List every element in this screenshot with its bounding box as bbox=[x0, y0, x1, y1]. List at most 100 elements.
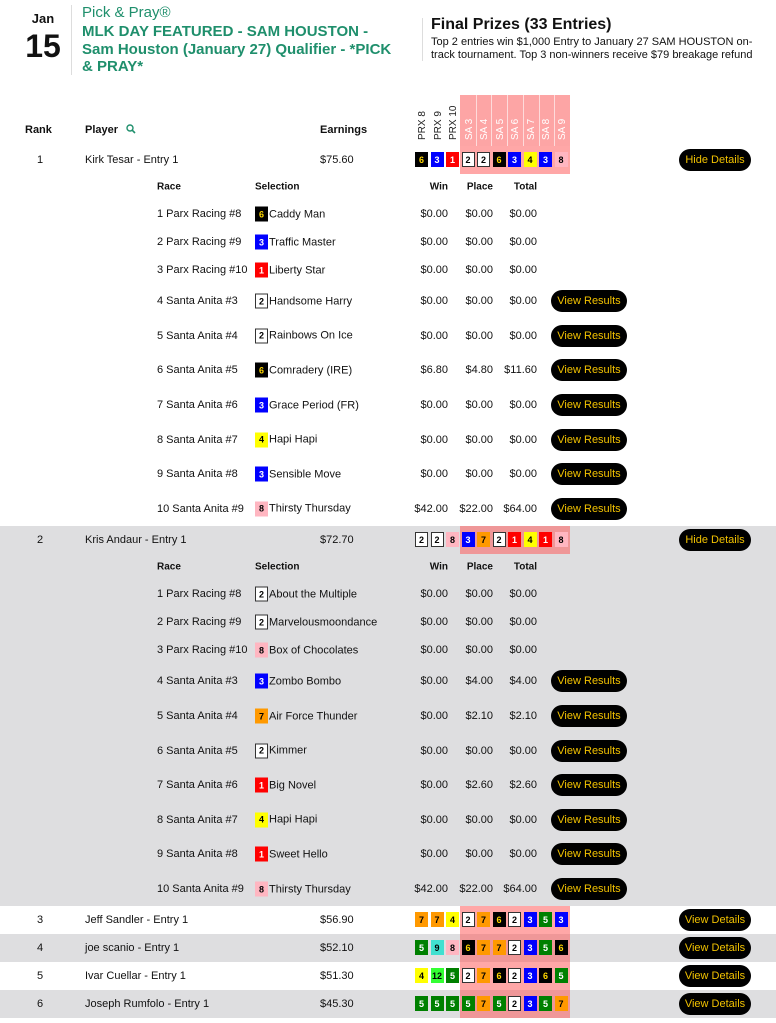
selection: 2 About the Multiple bbox=[255, 586, 358, 602]
saddle-number-badge: 2 bbox=[415, 532, 428, 548]
view-results-button[interactable]: View Results bbox=[551, 774, 627, 797]
player-name[interactable]: Joseph Rumfolo - Entry 1 bbox=[85, 998, 210, 1011]
race-name: 9 Santa Anita #8 bbox=[157, 848, 238, 861]
selection-column-header: Selection bbox=[255, 181, 300, 193]
entry-row[interactable]: 1 Kirk Tesar - Entry 1 $75.60 6 3 1 2 2 6 3 4 3 8 Hid… bbox=[0, 146, 776, 174]
player-name[interactable]: Kirk Tesar - Entry 1 bbox=[85, 154, 179, 166]
view-results-button[interactable]: View Results bbox=[551, 290, 627, 313]
view-results-button[interactable]: View Results bbox=[551, 739, 627, 762]
entry-row[interactable]: 3 Jeff Sandler - Entry 1 $56.90 7 7 4 2 7 6 2 3 5 3 V… bbox=[0, 906, 776, 935]
horse-name: Hapi Hapi bbox=[269, 433, 318, 446]
saddle-number-badge: 1 bbox=[255, 262, 268, 278]
saddle-number-badge: 2 bbox=[508, 940, 521, 956]
column-separator bbox=[491, 95, 493, 146]
saddle-number-badge: 3 bbox=[523, 912, 537, 928]
details-row: 4 Santa Anita #3 2 Handsome Harry $0.00 $0.0… bbox=[0, 284, 776, 319]
horse-name: Box of Chocolates bbox=[269, 644, 359, 657]
entry-row[interactable]: 5 Ivar Cuellar - Entry 1 $51.30 4 12 5 2 7 6 2 3 6 5… bbox=[0, 962, 776, 991]
player-name[interactable]: joe scanio - Entry 1 bbox=[85, 942, 180, 955]
place-amount: $0.00 bbox=[465, 399, 493, 412]
selection: 7 Air Force Thunder bbox=[255, 708, 357, 724]
view-details-button[interactable]: View Details bbox=[679, 909, 751, 932]
view-details-button[interactable]: View Details bbox=[679, 965, 751, 988]
entry-row[interactable]: 4 joe scanio - Entry 1 $52.10 5 9 8 6 7 7 2 3 5 6 Vie… bbox=[0, 934, 776, 963]
entry-row[interactable]: 6 Joseph Rumfolo - Entry 1 $45.30 5 5 5 5 7 5 2 3 5… bbox=[0, 990, 776, 1019]
column-separator bbox=[507, 95, 509, 146]
saddle-number-badge: 3 bbox=[523, 940, 537, 956]
race-name: 9 Santa Anita #8 bbox=[157, 468, 238, 481]
view-results-button[interactable]: View Results bbox=[551, 359, 627, 382]
race-column-label: SA 6 bbox=[510, 118, 521, 140]
rank: 2 bbox=[36, 534, 44, 547]
player-name[interactable]: Jeff Sandler - Entry 1 bbox=[85, 914, 189, 927]
details-row: 3 Parx Racing #10 8 Box of Chocolates $0.00… bbox=[0, 636, 776, 664]
total-amount: $0.00 bbox=[509, 264, 537, 276]
event-month: Jan bbox=[31, 11, 55, 26]
horse-name: Caddy Man bbox=[269, 208, 326, 220]
saddle-number-badge: 6 bbox=[255, 362, 268, 378]
race-name: 3 Parx Racing #10 bbox=[157, 644, 248, 657]
selection: 3 Traffic Master bbox=[255, 234, 336, 250]
win-amount: $0.00 bbox=[420, 710, 448, 723]
saddle-number-badge: 5 bbox=[461, 996, 475, 1012]
view-results-button[interactable]: View Results bbox=[551, 878, 627, 901]
saddle-number-badge: 7 bbox=[492, 940, 506, 956]
saddle-number-badge: 2 bbox=[255, 743, 268, 759]
view-results-button[interactable]: View Results bbox=[551, 497, 627, 520]
win-amount: $0.00 bbox=[420, 588, 448, 601]
win-amount: $0.00 bbox=[420, 468, 448, 481]
win-amount: $6.80 bbox=[420, 364, 448, 377]
details-row: 10 Santa Anita #9 8 Thirsty Thursday $42.00… bbox=[0, 492, 776, 527]
race-column-header: SA 5 bbox=[493, 100, 508, 140]
view-results-button[interactable]: View Results bbox=[551, 670, 627, 693]
details-row: 9 Santa Anita #8 1 Sweet Hello $0.00 $0.00 $0… bbox=[0, 837, 776, 872]
hide-details-button[interactable]: Hide Details bbox=[679, 529, 751, 552]
place-amount: $4.00 bbox=[465, 675, 493, 688]
view-results-button[interactable]: View Results bbox=[551, 463, 627, 486]
horse-name: Big Novel bbox=[269, 779, 317, 792]
saddle-number-badge: 7 bbox=[255, 708, 268, 724]
player-name[interactable]: Ivar Cuellar - Entry 1 bbox=[85, 970, 186, 983]
view-results-button[interactable]: View Results bbox=[551, 394, 627, 417]
view-results-button[interactable]: View Results bbox=[551, 843, 627, 866]
view-results-button[interactable]: View Results bbox=[551, 808, 627, 831]
win-column-header: Win bbox=[429, 561, 448, 573]
total-amount: $0.00 bbox=[509, 813, 537, 826]
win-amount: $0.00 bbox=[420, 813, 448, 826]
saddle-number-badge: 3 bbox=[430, 152, 444, 167]
saddle-number-badge: 2 bbox=[508, 912, 521, 928]
race-column-header: PRX 9 bbox=[431, 100, 446, 140]
selection: 2 Handsome Harry bbox=[255, 293, 352, 309]
earnings: $56.90 bbox=[320, 914, 354, 927]
hide-details-button[interactable]: Hide Details bbox=[679, 149, 751, 171]
horse-name: Traffic Master bbox=[269, 236, 336, 248]
player-name[interactable]: Kris Andaur - Entry 1 bbox=[85, 534, 187, 547]
saddle-number-badge: 2 bbox=[255, 586, 268, 602]
saddle-number-badge: 8 bbox=[554, 532, 568, 548]
view-results-button[interactable]: View Results bbox=[551, 324, 627, 347]
entry-details: Race Selection Win Place Total 1 Parx Racing … bbox=[0, 554, 776, 906]
entry-row[interactable]: 2 Kris Andaur - Entry 1 $72.70 2 2 8 3 7 2 1 4 1 8 Hi… bbox=[0, 526, 776, 555]
selection: 4 Hapi Hapi bbox=[255, 812, 317, 828]
selection: 4 Hapi Hapi bbox=[255, 432, 318, 448]
details-row: 5 Santa Anita #4 2 Rainbows On Ice $0.00 $0.… bbox=[0, 319, 776, 354]
selection: 2 Marvelousmoondance bbox=[255, 614, 377, 630]
view-details-button[interactable]: View Details bbox=[679, 937, 751, 960]
win-amount: $0.00 bbox=[420, 744, 448, 757]
saddle-number-badge: 9 bbox=[430, 940, 444, 956]
selection: 1 Sweet Hello bbox=[255, 846, 328, 862]
saddle-number-badge: 7 bbox=[477, 968, 490, 984]
place-amount: $22.00 bbox=[459, 502, 493, 515]
earnings: $52.10 bbox=[320, 942, 354, 955]
search-icon[interactable] bbox=[126, 124, 136, 137]
horse-name: About the Multiple bbox=[269, 588, 358, 601]
prize-description: Top 2 entries win $1,000 Entry to Januar… bbox=[431, 36, 753, 61]
details-row: 9 Santa Anita #8 3 Sensible Move $0.00 $0.00… bbox=[0, 457, 776, 492]
saddle-number-badge: 7 bbox=[477, 996, 490, 1012]
view-results-button[interactable]: View Results bbox=[551, 428, 627, 451]
view-details-button[interactable]: View Details bbox=[679, 993, 751, 1016]
place-amount: $22.00 bbox=[459, 883, 493, 896]
view-results-button[interactable]: View Results bbox=[551, 705, 627, 728]
